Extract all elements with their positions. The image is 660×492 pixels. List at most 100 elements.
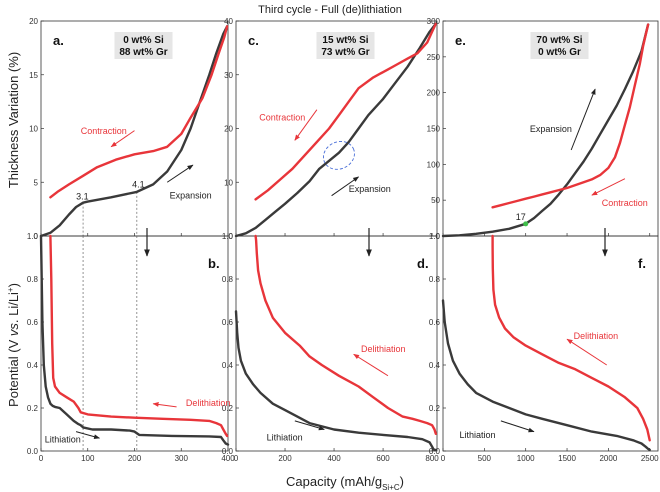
point-marker (523, 221, 529, 227)
composition-label: 15 wt% Si (322, 35, 368, 46)
composition-box (114, 32, 173, 59)
expansion-curve (441, 23, 650, 238)
bottom-y-axis-title: Potential (V vs. Li/Li+) (6, 283, 21, 407)
bottom-y-axis-title-part: ) (6, 283, 21, 287)
y-tick-label: 10 (29, 125, 38, 134)
annotation-label: Delithiation (361, 344, 406, 354)
lithiation-curve (39, 234, 230, 446)
contraction-curve (491, 23, 650, 209)
y-tick-label: 50 (431, 196, 440, 205)
annotation-label: 17 (516, 212, 526, 222)
panel-a: 0 5 10 15 20 3.1 4.1 Contraction Expansion a. 0 wt… (29, 17, 229, 257)
panel-d: 0.00.20.40.60.81.00 200 400 600 800Delithiat… (222, 232, 439, 463)
annotation-arrow (500, 420, 535, 433)
panels: 0 5 10 15 20 3.1 4.1 Contraction Expansion a. 0 wt… (27, 17, 659, 463)
x-tick-label: 200 (128, 454, 142, 463)
top-y-axis-title: Thickness Variation (%) (6, 52, 21, 188)
y-tick-label: 0.8 (429, 275, 441, 284)
composition-box (530, 32, 589, 59)
figure-title: Third cycle - Full (de)lithiation (258, 4, 402, 16)
annotation-label: Expansion (170, 190, 212, 200)
annotation-label: 3.1 (76, 191, 89, 201)
y-tick-label: 100 (427, 160, 441, 169)
panel-e: 0 50 100 150 200 250 300 17 Expansion Contraction… (427, 17, 659, 257)
y-tick-label: 1.0 (222, 232, 234, 241)
x-tick-label: 100 (81, 454, 95, 463)
annotation-arrow (166, 164, 194, 183)
y-tick-label: 250 (427, 53, 441, 62)
highlight-ellipse (322, 141, 355, 170)
x-tick-label: 300 (175, 454, 189, 463)
composition-label: 70 wt% Si (536, 35, 582, 46)
y-tick-label: 40 (224, 17, 233, 26)
lithiation-curve (234, 310, 437, 452)
lithiation-curve (441, 299, 651, 452)
x-tick-label: 600 (376, 454, 390, 463)
x-axis-title: Capacity (mAh/gSi+C) (286, 474, 404, 492)
y-tick-label: 0 (229, 232, 234, 241)
annotation-label: Expansion (530, 124, 572, 134)
x-tick-label: 400 (221, 454, 235, 463)
y-tick-label: 20 (224, 125, 233, 134)
y-tick-label: 5 (34, 178, 39, 187)
x-tick-label: 1500 (558, 454, 576, 463)
x-tick-label: 800 (425, 454, 439, 463)
composition-label: 0 wt% Gr (538, 47, 581, 58)
y-tick-label: 1.0 (27, 232, 39, 241)
x-tick-label: 2500 (641, 454, 659, 463)
annotation-label: Contraction (602, 198, 648, 208)
bottom-y-axis-title-part: Potential (V (6, 336, 21, 407)
y-tick-label: 1.0 (429, 232, 441, 241)
x-axis-title-part: Si+C (382, 483, 400, 492)
x-tick-label: 2000 (599, 454, 617, 463)
y-tick-label: 0.0 (27, 447, 39, 456)
y-tick-label: 0.6 (222, 318, 234, 327)
panel-letter: b. (208, 256, 220, 271)
panel-c: 0 10 20 30 40 Contraction Expansion c. 15 wt% Si… (224, 17, 438, 257)
y-tick-label: 0.2 (222, 404, 234, 413)
panel-b: 0.00.20.40.60.81.00 100 200 300 400Delithiat… (27, 232, 235, 463)
delithiation-curve (491, 234, 651, 442)
y-tick-label: 0.8 (222, 275, 234, 284)
y-tick-label: 20 (29, 17, 38, 26)
annotation-label: Delithiation (186, 398, 231, 408)
panel-letter: e. (455, 33, 466, 48)
expansion-curve (234, 22, 437, 238)
composition-label: 88 wt% Gr (119, 47, 167, 58)
y-tick-label: 0.4 (27, 361, 39, 370)
delithiation-curve (49, 234, 229, 438)
x-tick-label: 500 (478, 454, 492, 463)
delithiation-curve (254, 234, 437, 435)
y-tick-label: 300 (427, 17, 441, 26)
annotation-label: Lithiation (45, 434, 81, 444)
y-tick-label: 0.0 (222, 447, 234, 456)
y-tick-label: 0.6 (429, 318, 441, 327)
panel-f: 0.00.20.40.60.81.00 500 1000 1500 2000 2500De… (429, 232, 659, 463)
annotation-arrow (152, 402, 177, 408)
y-tick-label: 0.2 (429, 404, 441, 413)
annotation-arrow (570, 88, 596, 151)
panel-frame (442, 235, 659, 452)
y-tick-label: 0.8 (27, 275, 39, 284)
y-tick-label: 0.0 (429, 447, 441, 456)
annotation-label: 4.1 (132, 180, 145, 190)
x-axis-title-part: Capacity (mAh/g (286, 474, 382, 489)
panel-letter: c. (248, 33, 259, 48)
y-tick-label: 10 (224, 178, 233, 187)
annotation-arrow (294, 109, 318, 141)
x-tick-label: 200 (278, 454, 292, 463)
y-tick-label: 30 (224, 71, 233, 80)
composition-label: 0 wt% Si (123, 35, 164, 46)
y-tick-label: 0.4 (222, 361, 234, 370)
bottom-y-axis-title-part: vs (6, 323, 21, 337)
annotation-arrow (331, 176, 360, 197)
x-tick-label: 0 (39, 454, 44, 463)
y-tick-label: 0 (436, 232, 441, 241)
y-tick-label: 0.2 (27, 404, 39, 413)
annotation-label: Lithiation (460, 430, 496, 440)
annotation-label: Contraction (81, 126, 127, 136)
contraction-curve (254, 22, 437, 201)
bottom-y-axis-title-part: . Li/Li (6, 292, 21, 323)
y-tick-label: 200 (427, 89, 441, 98)
